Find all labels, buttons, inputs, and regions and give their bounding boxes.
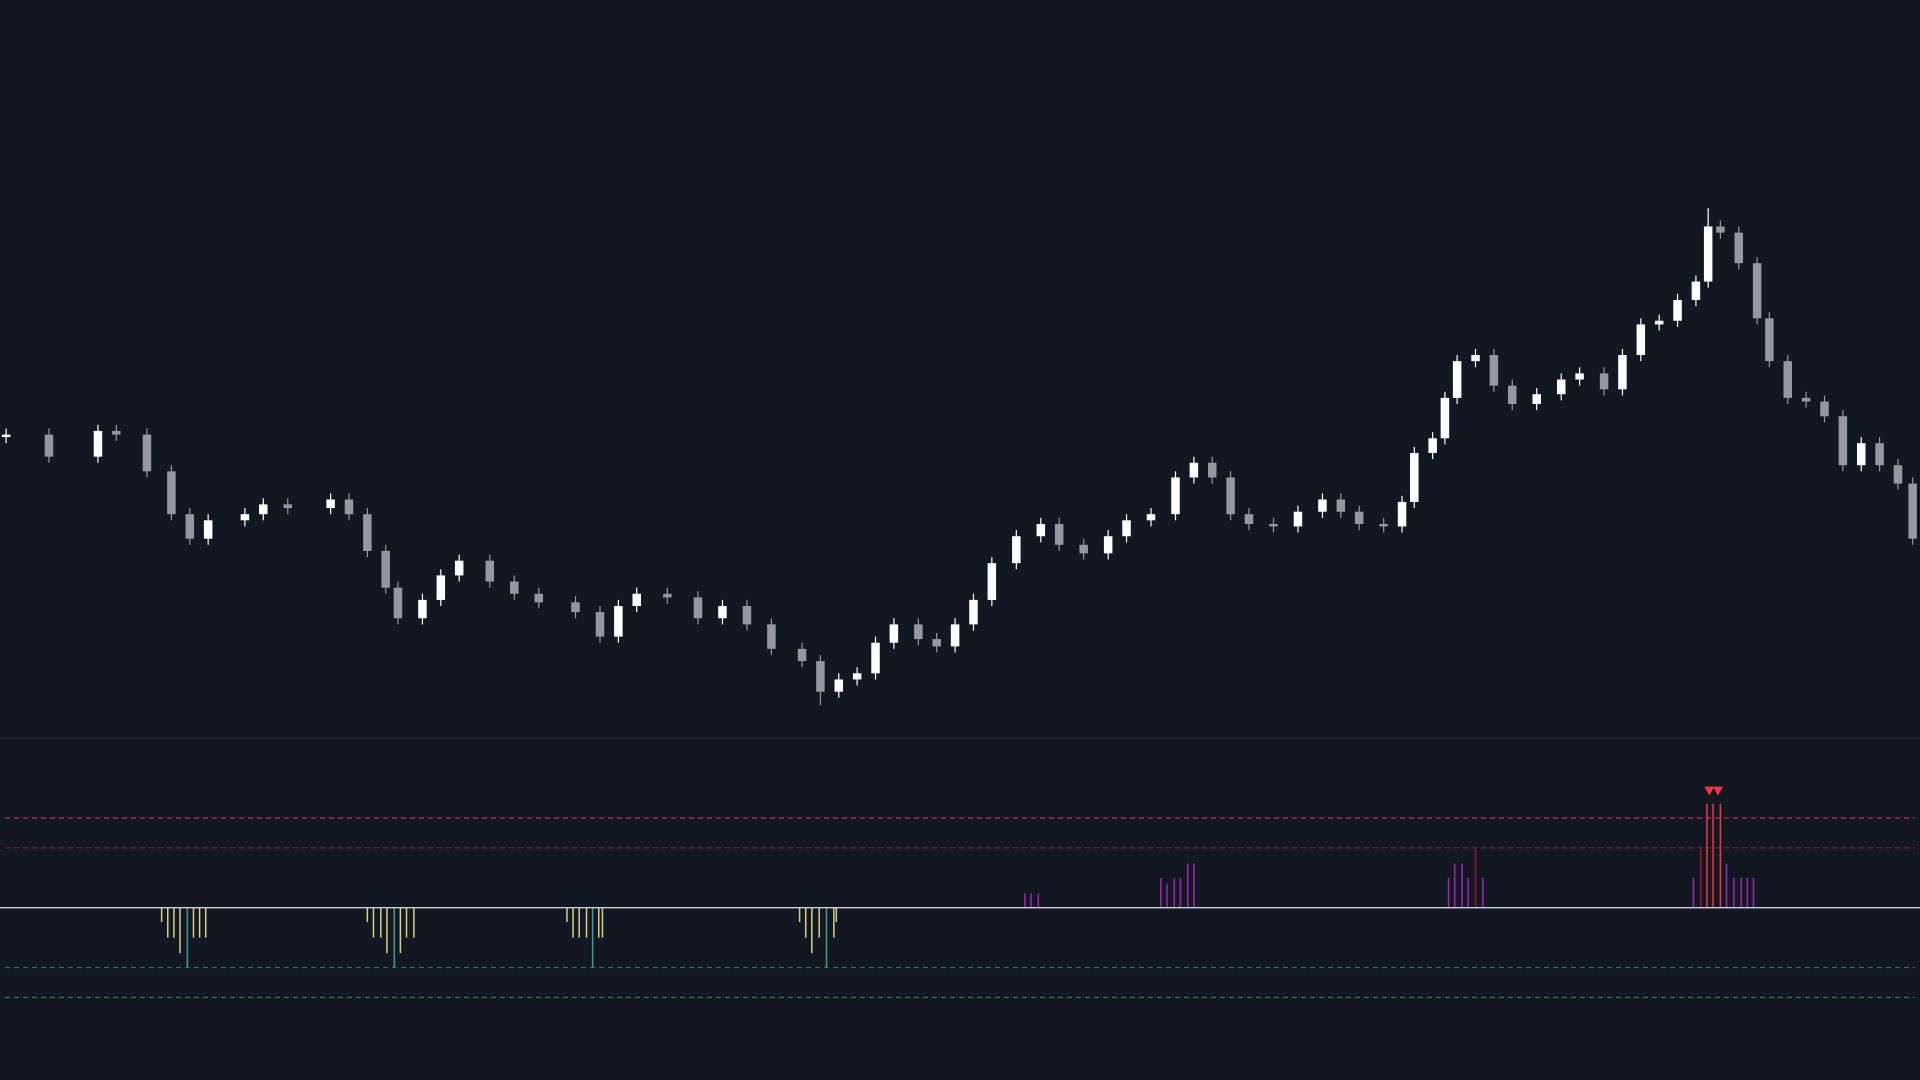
candle-body [1673, 299, 1682, 321]
candle-body [1012, 536, 1021, 564]
candle-body [1703, 226, 1713, 282]
candle-body [534, 593, 544, 603]
candle-body [1765, 318, 1774, 362]
candle-body [571, 602, 580, 613]
candle-body [1397, 501, 1407, 527]
candle-body [950, 624, 960, 647]
candle-body [1410, 452, 1419, 502]
candle-body [485, 560, 495, 582]
signal-marker [1712, 786, 1723, 796]
candle-body [1618, 355, 1627, 390]
candle-body [1471, 355, 1480, 362]
candle-body [742, 606, 752, 625]
candle-body [1820, 401, 1829, 417]
candle-body [1654, 320, 1664, 325]
candle-body [1207, 462, 1217, 478]
candle-body [632, 593, 641, 607]
candle-body [889, 624, 899, 643]
candle-body [1354, 511, 1364, 524]
candle-body [1079, 544, 1088, 554]
candle-body [1103, 536, 1113, 554]
candle-body [510, 581, 519, 594]
candle-body [1734, 232, 1744, 264]
candle-body [1801, 397, 1811, 402]
signal-marker [1704, 786, 1715, 796]
candle-body [816, 661, 825, 692]
candle-body [1036, 523, 1046, 537]
candle-body [1783, 361, 1793, 398]
candle-body [1336, 499, 1346, 512]
candle-body [436, 575, 446, 600]
candle-body [1532, 394, 1541, 405]
candle-body [418, 599, 427, 619]
candle-body [259, 504, 268, 515]
candle-body [142, 434, 152, 472]
candle-body [1875, 443, 1884, 466]
candle-body [969, 599, 978, 625]
candle-body [1489, 355, 1499, 386]
candle-body [1269, 523, 1278, 527]
candle-body [1893, 465, 1903, 484]
candle-body [1716, 226, 1725, 233]
candle-body [1599, 373, 1609, 390]
candle-body [1146, 514, 1156, 521]
candle-body [987, 563, 997, 600]
candle-body [454, 560, 464, 576]
candle-body [1189, 462, 1199, 478]
candle-body [614, 606, 623, 637]
candle-body [240, 514, 250, 521]
candle-body [1752, 263, 1762, 319]
candle-body [185, 514, 195, 539]
candle-body [1440, 397, 1450, 439]
candle-body [1838, 416, 1848, 466]
candle-body [932, 639, 941, 647]
candle-body [1318, 499, 1327, 512]
candle-body [871, 642, 880, 674]
candle-body [1908, 483, 1917, 539]
candle-body [718, 606, 727, 619]
candle-body [93, 430, 103, 457]
candle-body [663, 593, 672, 598]
candle-body [1379, 523, 1388, 527]
candle-body [767, 624, 776, 649]
candle-body [44, 434, 54, 457]
candle-body [797, 648, 807, 662]
candle-body [1054, 523, 1064, 545]
candle-body [1575, 373, 1584, 380]
candle-body [595, 612, 605, 637]
candle-body [344, 499, 354, 515]
candle-body [1507, 385, 1517, 405]
candle-body [1691, 281, 1701, 300]
candle-body [914, 624, 923, 640]
candle-body [1556, 379, 1566, 395]
candle-body [203, 520, 213, 539]
candle-body [393, 587, 403, 619]
candle-body [1, 434, 11, 438]
candle-body [1293, 511, 1303, 527]
candle-body [283, 504, 293, 509]
candle-body [112, 430, 121, 435]
candle-body [326, 499, 335, 509]
candle-body [1856, 443, 1866, 466]
candle-body [1452, 361, 1462, 398]
candle-body [834, 679, 844, 692]
candle-body [363, 514, 372, 551]
candle-body [693, 597, 703, 619]
candle-body [1428, 438, 1437, 453]
candle-body [1171, 477, 1180, 515]
candle-body [381, 550, 390, 588]
candle-body [1636, 324, 1646, 356]
candle-body [167, 471, 176, 515]
candle-body [1244, 514, 1254, 524]
candle-body [852, 673, 862, 680]
candle-body [1122, 520, 1131, 537]
candle-body [1226, 477, 1235, 515]
